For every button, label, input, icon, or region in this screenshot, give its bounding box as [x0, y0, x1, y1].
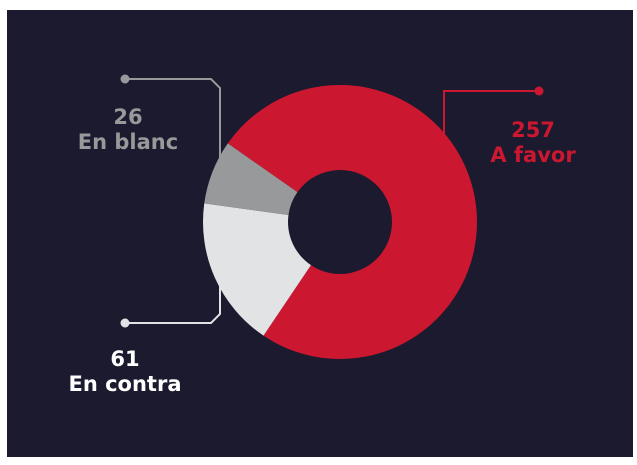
slice-en-blanc: [204, 143, 298, 215]
value-en-blanc: 26: [113, 105, 143, 129]
slice-en-contra: [202, 203, 311, 336]
leader-dot-a-favor: [534, 86, 544, 96]
leader-line-a-favor: [443, 90, 539, 228]
label-a-favor: 257 A favor: [483, 118, 583, 168]
leader-dot-en-blanc: [120, 74, 130, 84]
donut-slices: [202, 85, 478, 360]
leader-lines: [120, 74, 544, 328]
name-en-contra: En contra: [68, 372, 182, 396]
value-a-favor: 257: [511, 118, 555, 142]
leader-dot-en-contra: [120, 318, 130, 328]
leader-line-en-blanc: [125, 78, 221, 162]
leader-line-en-contra: [125, 257, 221, 324]
slice-a-favor: [227, 85, 478, 360]
value-en-contra: 61: [110, 347, 140, 371]
label-en-blanc: 26 En blanc: [63, 105, 193, 155]
label-en-contra: 61 En contra: [55, 347, 195, 397]
donut-chart: [120, 74, 544, 360]
chart-panel: 257 A favor 26 En blanc 61 En contra: [7, 10, 633, 457]
name-a-favor: A favor: [490, 143, 576, 167]
name-en-blanc: En blanc: [77, 130, 179, 154]
